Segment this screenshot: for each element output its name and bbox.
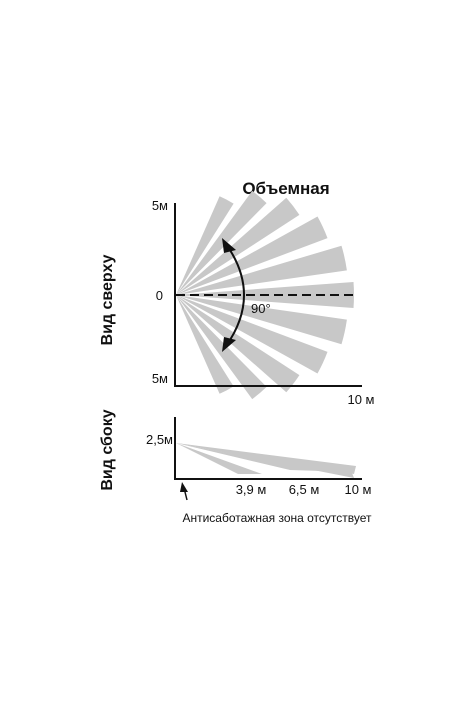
tick-label-3: 10 м — [344, 482, 371, 497]
top-view-side-label: Вид сверху — [99, 254, 116, 345]
top-view: 90° 5м 0 5м 10 м Вид сверху — [99, 190, 375, 407]
side-view-beam — [176, 443, 262, 474]
angle-arrow-down-icon — [222, 337, 236, 352]
angle-arrow-up-icon — [222, 238, 236, 253]
y-label-zero: 0 — [156, 288, 163, 303]
y-label-top: 5м — [152, 198, 168, 213]
top-view-beam — [176, 197, 300, 295]
top-view-beam — [176, 295, 328, 374]
y-label-bottom: 5м — [152, 371, 168, 386]
top-view-beam — [176, 196, 234, 295]
side-view: 2,5м 3,9 м 6,5 м 10 м Антисаботажная зон… — [99, 409, 372, 525]
top-view-beam — [176, 245, 347, 295]
side-view-beam — [176, 443, 354, 478]
height-label: 2,5м — [146, 432, 173, 447]
origin-arrow-icon — [180, 482, 188, 492]
top-view-beam — [176, 295, 234, 394]
top-view-beams — [176, 190, 354, 400]
top-view-beam — [176, 295, 347, 345]
anti-tamper-note: Антисаботажная зона отсутствует — [182, 511, 372, 525]
side-view-beams — [176, 443, 356, 478]
angle-label: 90° — [251, 301, 271, 316]
tick-label-1: 3,9 м — [236, 482, 267, 497]
x-label-end: 10 м — [347, 392, 374, 407]
top-view-beam — [176, 295, 267, 400]
top-view-beam — [176, 295, 300, 393]
side-view-side-label: Вид сбоку — [99, 409, 116, 490]
diagram-title: Объемная — [242, 179, 329, 198]
side-view-beam — [176, 443, 356, 474]
angle-arc — [225, 243, 245, 347]
tick-label-2: 6,5 м — [289, 482, 320, 497]
top-view-beam — [176, 190, 267, 295]
top-view-beam — [176, 216, 328, 295]
